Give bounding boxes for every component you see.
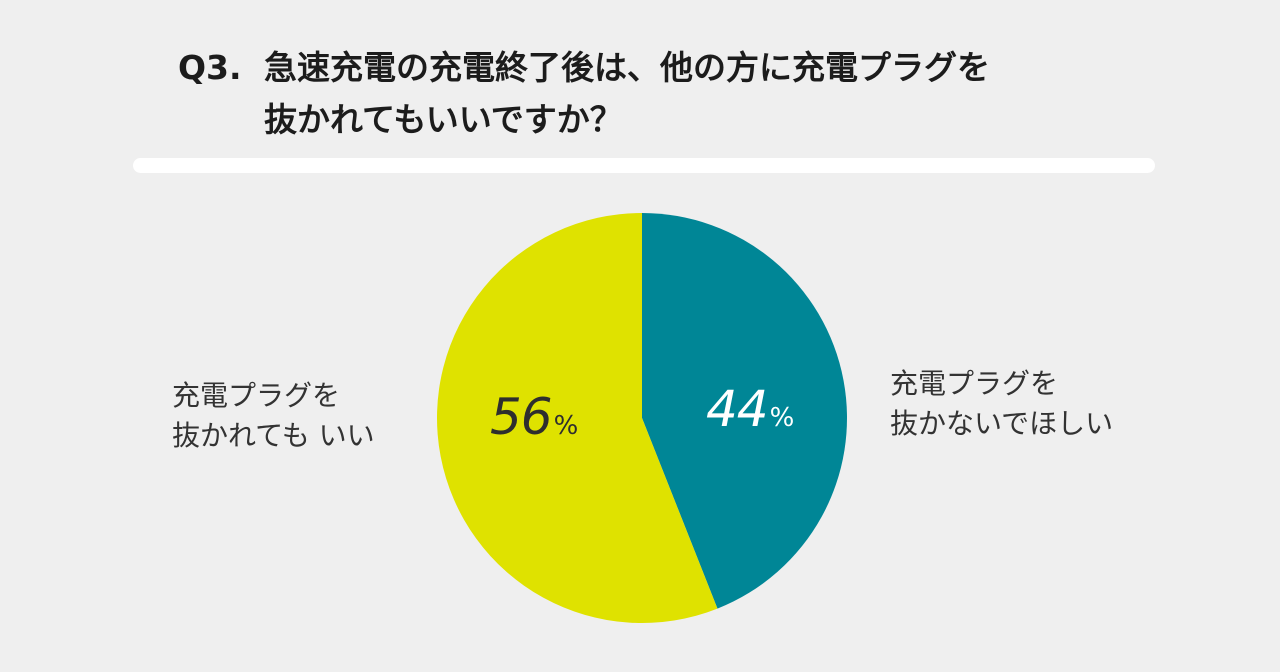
- title-divider: [133, 158, 1155, 173]
- label-donot-line-2: 抜かないでほしい: [890, 407, 1114, 440]
- percent-allow-value: 56: [490, 388, 553, 446]
- question-number: Q3.: [178, 48, 242, 87]
- pie-slice-do-not-unplug: [642, 213, 848, 609]
- percent-donot-unit: %: [769, 403, 795, 433]
- question-line-2: 抜かれてもいいですか？: [264, 100, 623, 139]
- chart-title: Q3. 急速充電の充電終了後は、他の方に充電プラグを 抜かれてもいいですか？: [178, 42, 990, 146]
- percent-allow-unplug: 56%: [490, 388, 578, 446]
- label-allow-line-1: 充電プラグを: [172, 379, 341, 412]
- question-line-1: 急速充電の充電終了後は、他の方に充電プラグを: [264, 48, 990, 87]
- label-donot-line-1: 充電プラグを: [890, 367, 1059, 400]
- percent-allow-unit: %: [553, 411, 579, 441]
- label-allow-unplug: 充電プラグを 抜かれても いい: [172, 376, 375, 456]
- percent-donot-value: 44: [706, 380, 769, 438]
- percent-do-not-unplug: 44%: [706, 380, 794, 438]
- label-do-not-unplug: 充電プラグを 抜かないでほしい: [890, 364, 1113, 444]
- label-allow-line-2: 抜かれても いい: [172, 419, 375, 452]
- pie-slice-allow-unplug: [437, 213, 718, 623]
- question-text: 急速充電の充電終了後は、他の方に充電プラグを 抜かれてもいいですか？: [264, 42, 990, 146]
